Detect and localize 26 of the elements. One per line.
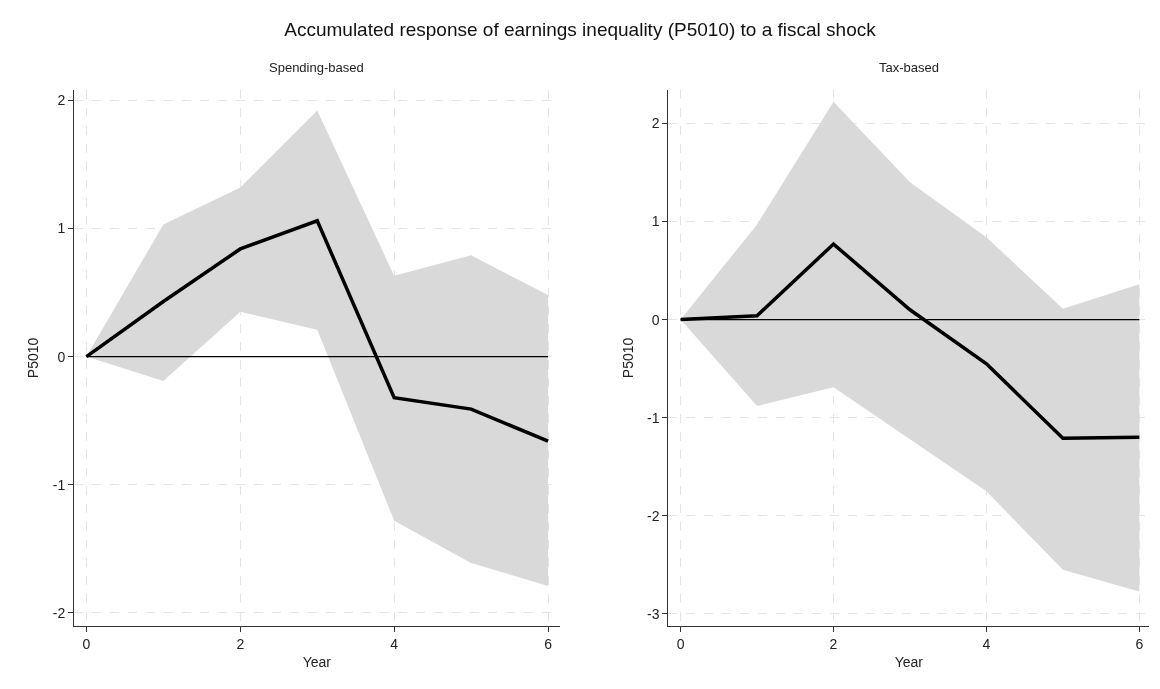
x-tick-label: 6 — [1135, 635, 1144, 652]
y-tick-label: 1 — [651, 213, 660, 230]
x-tick-label: 0 — [676, 635, 685, 652]
x-tick-label: 6 — [544, 635, 553, 652]
y-tick-label: -1 — [52, 476, 66, 493]
y-tick-label: 1 — [57, 220, 66, 237]
y-tick-label: 2 — [57, 92, 66, 109]
x-tick-label: 2 — [236, 635, 245, 652]
x-tick-label: 4 — [390, 635, 399, 652]
chart-subtitle: Spending-based — [269, 60, 364, 75]
y-tick-label: 2 — [651, 115, 660, 132]
y-tick-label: -2 — [52, 604, 66, 621]
chart-subtitle: Tax-based — [879, 60, 939, 75]
x-axis-title: Year — [302, 653, 332, 670]
y-tick-label: 0 — [57, 348, 66, 365]
x-tick-label: 0 — [82, 635, 91, 652]
x-tick-label: 2 — [829, 635, 838, 652]
y-tick-label: 0 — [651, 311, 660, 328]
chart-title: Accumulated response of earnings inequality (P5010) to a fiscal shock — [284, 19, 877, 41]
y-tick-label: -3 — [647, 605, 660, 622]
y-axis-title: P5010 — [25, 337, 42, 379]
y-tick-label: -2 — [647, 507, 660, 524]
y-tick-label: -1 — [647, 409, 660, 426]
y-axis-title: P5010 — [619, 337, 636, 379]
x-tick-label: 4 — [982, 635, 991, 652]
x-axis-title: Year — [894, 653, 924, 670]
